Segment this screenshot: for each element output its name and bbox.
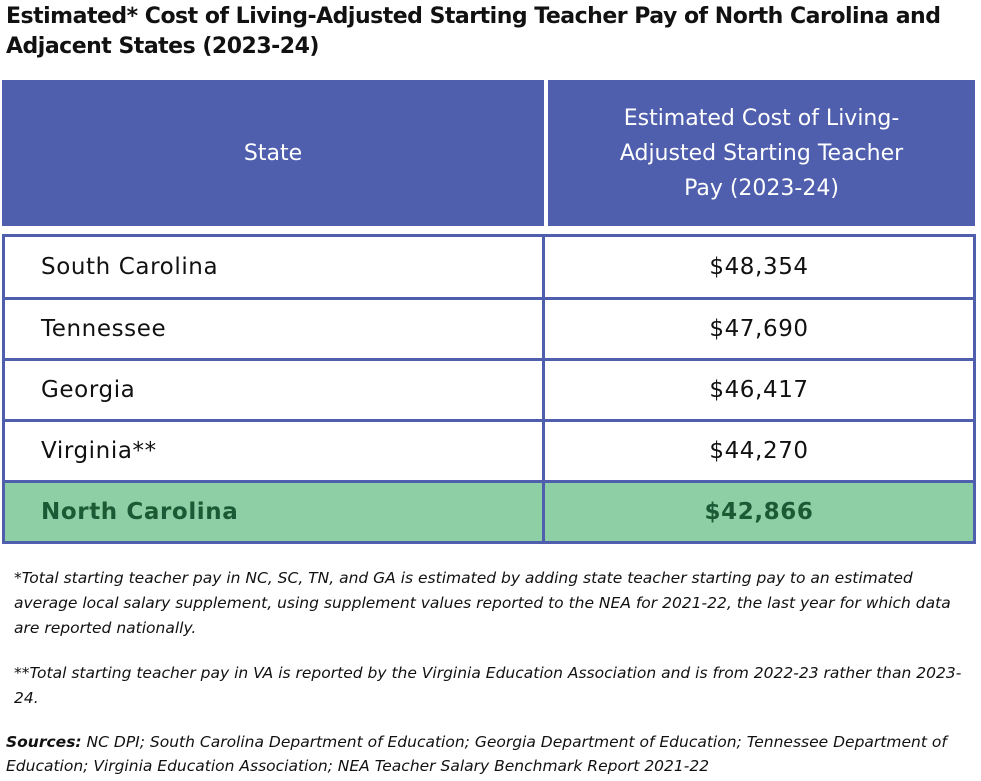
pay-cell: $44,270 (709, 438, 809, 464)
pay-cell: $46,417 (709, 377, 809, 403)
table-header: State Estimated Cost of Living-Adjusted … (2, 80, 976, 226)
table-row: Tennessee $47,690 (5, 297, 973, 358)
sources-label: Sources: (6, 733, 82, 751)
pay-table: State Estimated Cost of Living-Adjusted … (2, 80, 976, 544)
table-body: South Carolina $48,354 Tennessee $47,690… (2, 234, 976, 544)
sources: Sources: NC DPI; South Carolina Departme… (6, 730, 976, 778)
table-row: Georgia $46,417 (5, 358, 973, 419)
pay-cell: $48,354 (709, 254, 809, 280)
pay-cell: $47,690 (709, 316, 809, 342)
state-cell: North Carolina (5, 483, 545, 541)
sources-text: NC DPI; South Carolina Department of Edu… (6, 733, 947, 775)
column-header-state-label: State (243, 140, 303, 166)
column-header-pay: Estimated Cost of Living-Adjusted Starti… (548, 80, 975, 226)
footnote-1: *Total starting teacher pay in NC, SC, T… (14, 569, 951, 637)
table-row: South Carolina $48,354 (5, 237, 973, 297)
page-title: Estimated* Cost of Living-Adjusted Start… (6, 4, 941, 59)
footnotes: *Total starting teacher pay in NC, SC, T… (14, 566, 976, 711)
state-cell: Tennessee (5, 300, 545, 358)
state-cell: Georgia (5, 361, 545, 419)
pay-cell: $42,866 (704, 499, 814, 525)
state-cell: Virginia** (5, 422, 545, 480)
table-row-highlighted: North Carolina $42,866 (5, 480, 973, 541)
table-row: Virginia** $44,270 (5, 419, 973, 480)
column-header-pay-label: Estimated Cost of Living-Adjusted Starti… (619, 105, 904, 201)
footnote-2: **Total starting teacher pay in VA is re… (14, 664, 962, 707)
state-cell: South Carolina (5, 237, 545, 297)
column-header-state: State (2, 80, 544, 226)
